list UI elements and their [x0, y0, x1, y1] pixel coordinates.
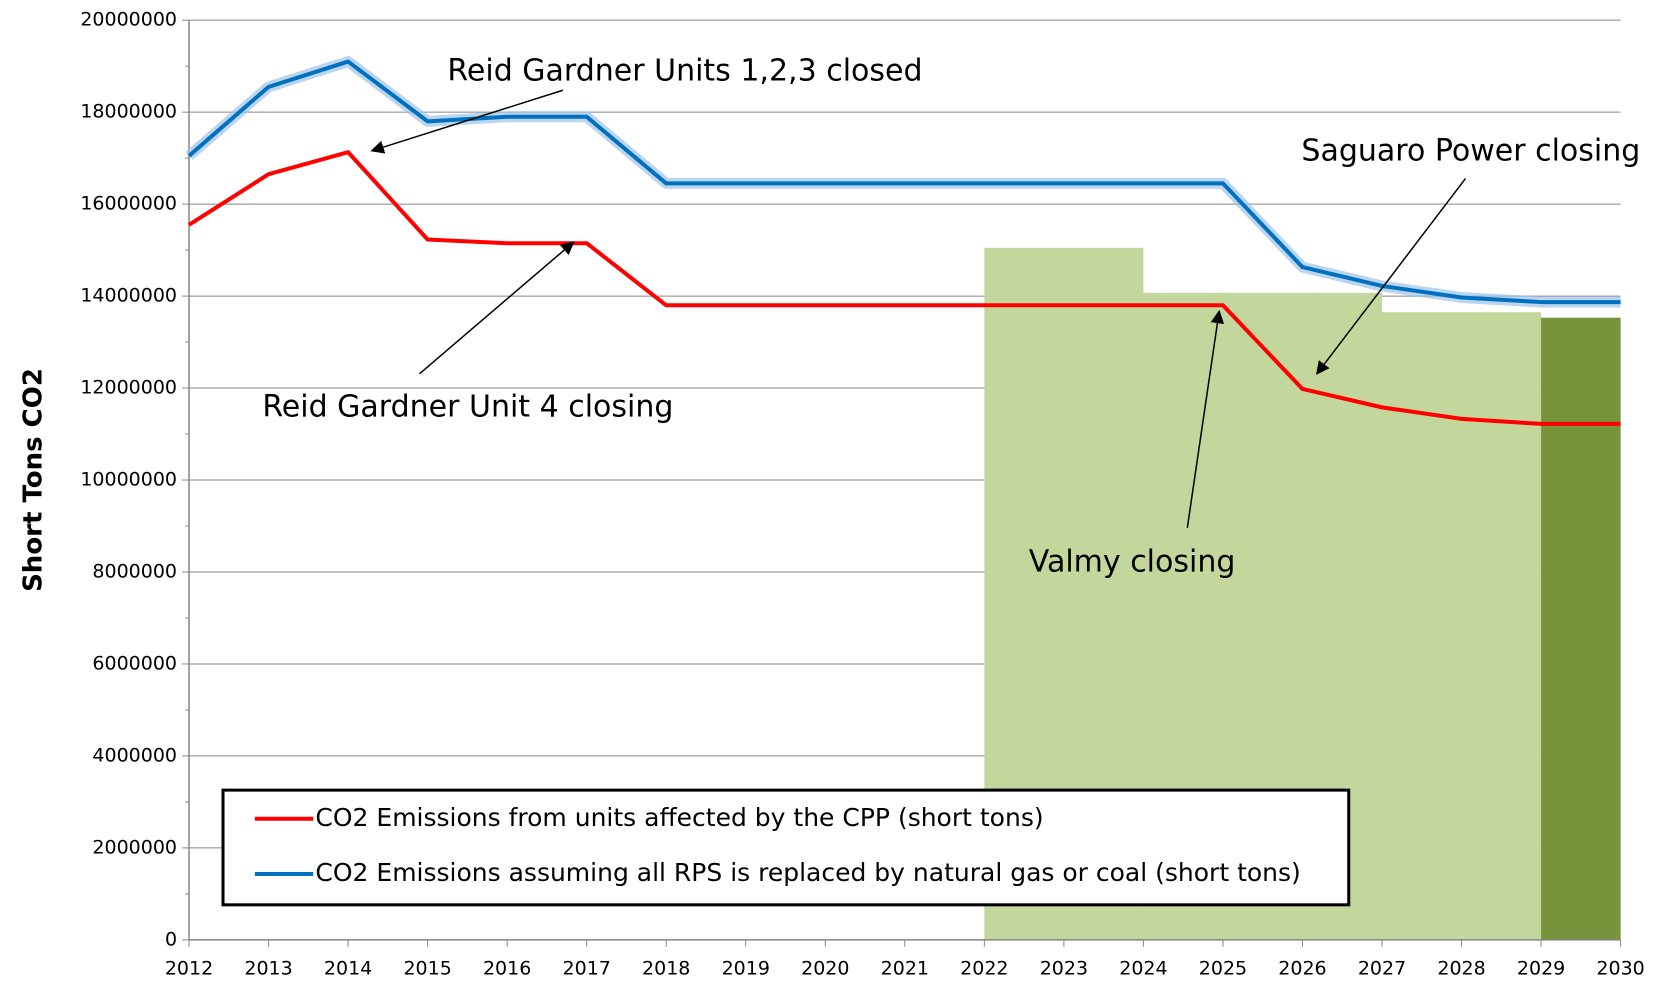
annotation: Reid Gardner Units 1,2,3 closed [447, 54, 922, 89]
legend-box [221, 788, 1351, 907]
y-axis-label: Short Tons CO2 [19, 368, 49, 592]
x-tick-label: 2025 [1199, 957, 1247, 979]
y-tick-label: 16000000 [80, 193, 177, 215]
y-tick-label: 14000000 [80, 285, 177, 307]
x-tick-label: 2012 [165, 957, 213, 979]
y-tick-label: 2000000 [92, 836, 177, 858]
x-tick-label: 2022 [960, 957, 1008, 979]
block [1541, 317, 1621, 940]
y-tick-label: 20000000 [80, 9, 177, 31]
line [187, 150, 1621, 426]
legend-label: CO2 Emissions from units affected by the… [315, 803, 1043, 832]
annotation-arrow [1186, 309, 1225, 528]
x-tick-label: 2021 [881, 957, 929, 979]
annotation: Reid Gardner Unit 4 closing [262, 389, 673, 424]
x-tick-label: 2020 [801, 957, 849, 979]
y-tick-label: 0 [165, 928, 177, 950]
annotation-arrow [419, 241, 575, 375]
x-tick-label: 2030 [1596, 957, 1644, 979]
y-tick-label: 4000000 [92, 744, 177, 766]
x-tick-label: 2019 [722, 957, 770, 979]
annotation: Saguaro Power closing [1301, 133, 1640, 168]
legend-label: CO2 Emissions assuming all RPS is replac… [315, 858, 1300, 887]
line [187, 59, 1621, 305]
x-tick-label: 2026 [1278, 957, 1326, 979]
x-tick-label: 2015 [403, 957, 451, 979]
x-tick-label: 2017 [563, 957, 611, 979]
x-tick-label: 2013 [244, 957, 292, 979]
y-tick-label: 6000000 [92, 652, 177, 674]
x-tick-label: 2029 [1517, 957, 1565, 979]
x-tick-label: 2023 [1040, 957, 1088, 979]
block [1382, 312, 1542, 940]
y-tick-label: 8000000 [92, 560, 177, 582]
x-tick-label: 2024 [1119, 957, 1167, 979]
x-tick-label: 2016 [483, 957, 531, 979]
y-tick-label: 18000000 [80, 101, 177, 123]
y-tick-label: 10000000 [80, 469, 177, 491]
annotation-arrow [370, 89, 564, 154]
x-tick-label: 2018 [642, 957, 690, 979]
y-tick-label: 12000000 [80, 377, 177, 399]
annotation: Valmy closing [1029, 544, 1236, 579]
x-tick-label: 2014 [324, 957, 372, 979]
x-tick-label: 2027 [1358, 957, 1406, 979]
x-tick-label: 2028 [1437, 957, 1485, 979]
annotation-arrow [1316, 177, 1467, 375]
